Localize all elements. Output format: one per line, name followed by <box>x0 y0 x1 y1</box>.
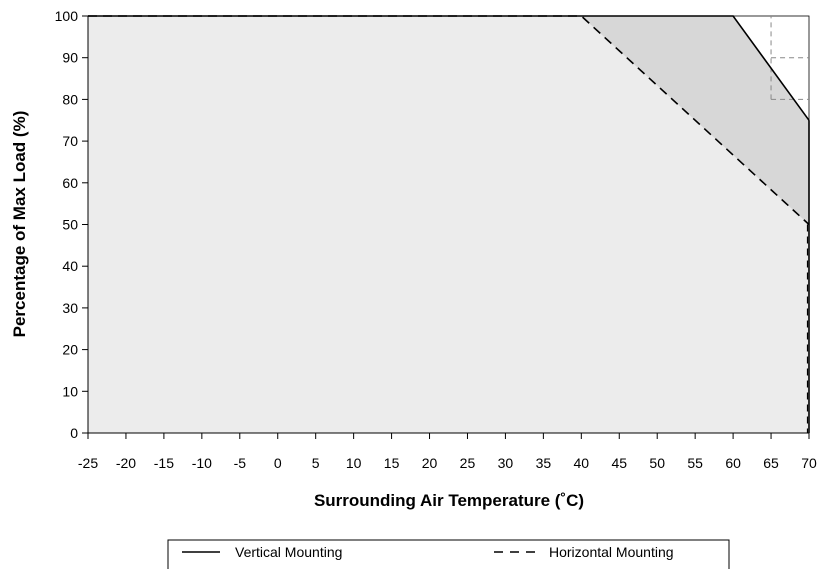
x-tick-label: -10 <box>192 455 212 471</box>
y-tick-label: 100 <box>55 8 79 24</box>
x-tick-label: 60 <box>725 455 741 471</box>
y-tick-label: 0 <box>70 425 78 441</box>
legend-label-vertical-mounting: Vertical Mounting <box>235 544 342 560</box>
y-tick-label: 10 <box>62 383 78 399</box>
y-tick-label: 30 <box>62 300 78 316</box>
axes: 0 10 20 30 40 50 60 70 80 90 100 -25 -20 -15 -10 -5 0 5 10… <box>55 8 817 471</box>
x-tick-label: 20 <box>422 455 438 471</box>
y-tick-label: 80 <box>62 91 78 107</box>
x-tick-label: 25 <box>460 455 476 471</box>
x-tick-label: 65 <box>763 455 779 471</box>
y-tick-label: 20 <box>62 342 78 358</box>
x-tick-label: 50 <box>649 455 665 471</box>
x-axis-title: Surrounding Air Temperature (˚C) <box>314 491 584 510</box>
legend-label-horizontal-mounting: Horizontal Mounting <box>549 544 674 560</box>
y-tick-label: 40 <box>62 258 78 274</box>
x-tick-label: 15 <box>384 455 400 471</box>
x-tick-label: 10 <box>346 455 362 471</box>
x-tick-label: 55 <box>687 455 703 471</box>
x-tick-label: -20 <box>116 455 136 471</box>
x-tick-label: 5 <box>312 455 320 471</box>
y-tick-label: 90 <box>62 50 78 66</box>
x-tick-label: 70 <box>801 455 817 471</box>
x-tick-label: -5 <box>234 455 247 471</box>
plot-area <box>87 15 810 434</box>
x-tick-label: 0 <box>274 455 282 471</box>
x-tick-label: 30 <box>498 455 514 471</box>
x-tick-label: 40 <box>574 455 590 471</box>
x-tick-label: 35 <box>536 455 552 471</box>
y-tick-label: 70 <box>62 133 78 149</box>
y-axis-title: Percentage of Max Load (%) <box>10 111 29 338</box>
y-tick-label: 50 <box>62 217 78 233</box>
x-tick-label: -25 <box>78 455 98 471</box>
y-tick-label: 60 <box>62 175 78 191</box>
x-tick-label: -15 <box>154 455 174 471</box>
legend: Vertical Mounting Horizontal Mounting <box>167 539 730 569</box>
horizontal-mounting-area <box>88 16 809 433</box>
legend-box <box>167 539 730 569</box>
x-tick-label: 45 <box>611 455 627 471</box>
